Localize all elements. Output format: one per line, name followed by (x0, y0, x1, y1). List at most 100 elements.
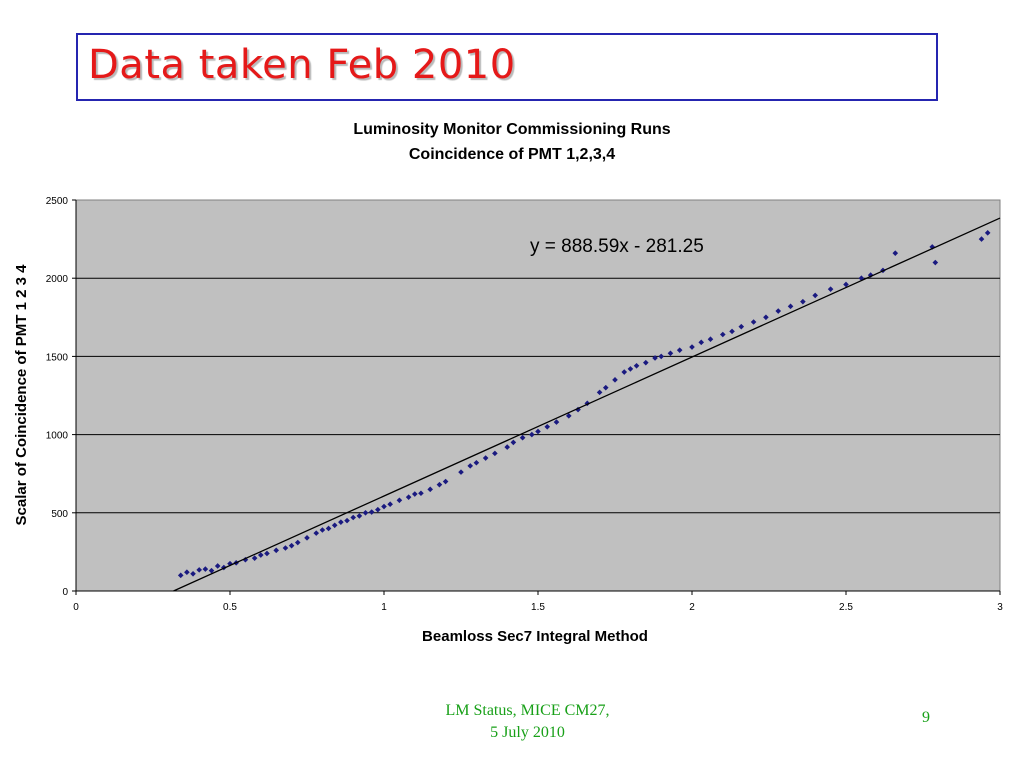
data-point (362, 510, 369, 516)
trendline-equation: y = 888.59x - 281.25 (530, 236, 704, 257)
data-point (627, 366, 634, 372)
data-point (304, 535, 310, 541)
data-point (800, 298, 806, 305)
x-tick-label: 1 (381, 602, 387, 613)
data-point (381, 503, 387, 510)
data-point (482, 455, 489, 461)
data-points (177, 230, 991, 579)
data-point (510, 439, 517, 446)
data-point (750, 319, 757, 325)
chart-subtitle: Coincidence of PMT 1,2,3,4 (409, 146, 615, 163)
y-tick-label: 500 (51, 509, 68, 520)
y-tick-label: 1000 (46, 431, 69, 442)
chart-title: Luminosity Monitor Commissioning Runs (353, 121, 670, 138)
data-point (596, 389, 603, 396)
data-point (932, 259, 939, 266)
data-point (519, 434, 526, 441)
data-point (729, 328, 735, 335)
data-point (319, 527, 326, 533)
x-tick-label: 2.5 (839, 602, 853, 613)
y-axis-label: Scalar of Coincidence of PMT 1 2 3 4 (13, 264, 30, 526)
y-tick-label: 0 (62, 587, 68, 598)
footer-text: LM Status, MICE CM27, 5 July 2010 (395, 700, 660, 744)
data-point (621, 369, 628, 375)
slide-title-box: Data taken Feb 2010 (76, 33, 938, 101)
x-tick-label: 1.5 (531, 602, 545, 613)
data-point (787, 303, 794, 310)
data-point (544, 423, 551, 430)
data-point (282, 545, 289, 551)
data-point (427, 486, 433, 493)
x-axis-label: Beamloss Sec7 Integral Method (422, 628, 648, 645)
data-point (698, 339, 705, 346)
gridlines (76, 277, 1000, 514)
data-point (325, 525, 332, 532)
data-point (331, 522, 338, 529)
data-point (535, 428, 541, 435)
footer-line-1: LM Status, MICE CM27, (445, 702, 610, 719)
data-point (258, 552, 264, 558)
x-tick-label: 3 (997, 602, 1003, 613)
data-point (667, 350, 674, 357)
data-point (396, 497, 403, 504)
y-tick-label: 2000 (46, 274, 69, 285)
data-point (473, 459, 480, 466)
data-point (467, 463, 474, 469)
data-point (412, 491, 418, 497)
data-point (202, 566, 209, 572)
page-number: 9 (922, 709, 930, 726)
y-axis-ticks: 0 500 1000 1500 2000 2500 (46, 196, 76, 598)
data-point (313, 530, 320, 536)
data-point (707, 336, 714, 342)
footer-line-2: 5 July 2010 (490, 724, 565, 741)
y-tick-label: 2500 (46, 196, 69, 207)
data-point (812, 292, 818, 299)
data-point (405, 494, 412, 500)
data-point (504, 444, 510, 450)
data-point (375, 506, 381, 513)
data-point (190, 570, 196, 577)
data-point (288, 542, 295, 549)
data-point (344, 517, 350, 524)
x-axis-ticks: 0 0.5 1 1.5 2 2.5 3 (73, 591, 1003, 613)
data-point (184, 569, 190, 576)
data-point (196, 567, 202, 573)
data-point (775, 308, 782, 314)
data-point (652, 355, 658, 361)
data-point (929, 244, 936, 250)
data-point (612, 377, 618, 383)
x-tick-label: 0 (73, 602, 79, 613)
data-point (827, 286, 834, 292)
data-point (892, 250, 899, 256)
data-point (294, 539, 301, 546)
data-point (350, 514, 356, 521)
data-point (843, 281, 849, 288)
x-tick-label: 0.5 (223, 602, 237, 613)
data-point (643, 359, 649, 366)
data-point (368, 509, 375, 515)
x-tick-label: 2 (689, 602, 695, 613)
data-point (458, 469, 464, 475)
data-point (978, 236, 985, 242)
data-point (658, 353, 664, 360)
scatter-chart: Luminosity Monitor Commissioning Runs Co… (13, 121, 1003, 645)
data-point (984, 230, 991, 236)
data-point (633, 362, 640, 369)
data-point (227, 560, 233, 567)
data-point (492, 450, 498, 457)
data-point (273, 547, 279, 554)
data-point (436, 481, 443, 488)
data-point (387, 501, 393, 507)
data-point (418, 490, 424, 497)
data-point (177, 572, 184, 579)
data-point (763, 314, 769, 321)
data-point (264, 550, 270, 557)
data-point (553, 419, 560, 425)
y-tick-label: 1500 (46, 352, 69, 363)
data-point (602, 384, 609, 391)
trendline (173, 217, 1001, 592)
data-point (566, 413, 572, 419)
data-point (738, 323, 745, 330)
data-point (338, 519, 344, 525)
data-point (689, 344, 695, 350)
